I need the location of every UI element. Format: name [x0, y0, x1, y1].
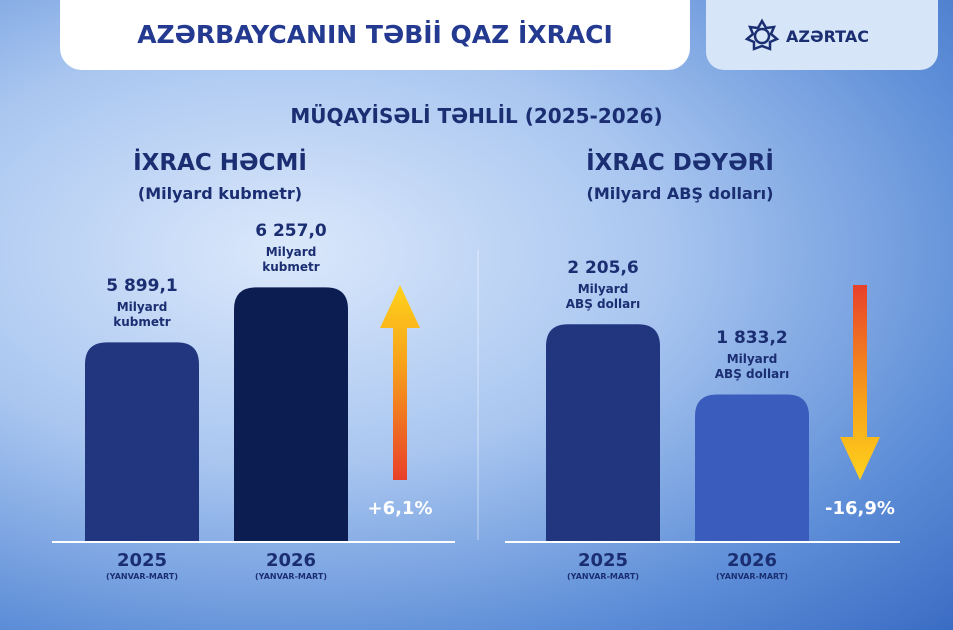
x-tick-label: 2026	[265, 550, 317, 571]
chart-title: İXRAC DƏYƏRİ	[586, 150, 774, 176]
value-label: 1 833,2	[716, 328, 788, 349]
value-unit: Milyard kubmetr	[113, 300, 171, 330]
change-label: -16,9%	[825, 498, 895, 519]
logo-icon	[744, 18, 780, 51]
value-unit: Milyard ABŞ dolları	[565, 282, 641, 312]
change-arrow	[380, 285, 420, 480]
bar	[695, 394, 809, 542]
x-tick-label: 2025	[577, 550, 629, 571]
change-arrow	[840, 285, 880, 480]
header-box	[60, 0, 690, 70]
bar	[546, 324, 660, 542]
x-tick-label: 2026	[726, 550, 778, 571]
value-label: 5 899,1	[106, 276, 178, 297]
value-label-group: 6 257,0 Milyard kubmetr	[231, 221, 351, 275]
x-tick-note: (YANVAR-MART)	[106, 572, 178, 581]
bar	[234, 287, 348, 542]
x-tick-note: (YANVAR-MART)	[255, 572, 327, 581]
x-tick-label: 2025	[116, 550, 168, 571]
value-unit: Milyard ABŞ dolları	[714, 352, 790, 382]
x-tick-note: (YANVAR-MART)	[716, 572, 788, 581]
value-label: 6 257,0	[255, 221, 327, 242]
change-label: +6,1%	[367, 498, 433, 519]
logo-text: AZƏRTAC	[786, 27, 869, 46]
value-label-group: 2 205,6 Milyard ABŞ dolları	[543, 258, 663, 312]
value-label: 2 205,6	[567, 258, 639, 279]
chart-subtitle: (Milyard ABŞ dolları)	[586, 184, 774, 203]
subtitle: MÜQAYİSƏLİ TƏHLİL (2025-2026)	[290, 104, 663, 128]
value-unit: Milyard kubmetr	[262, 245, 320, 275]
bar	[85, 342, 199, 542]
value-label-group: 1 833,2 Milyard ABŞ dolları	[692, 328, 812, 382]
x-tick-note: (YANVAR-MART)	[567, 572, 639, 581]
chart-title: İXRAC HƏCMİ	[133, 150, 307, 176]
header-title: AZƏRBAYCANIN TƏBİİ QAZ İXRACI	[137, 20, 613, 49]
logo-box	[706, 0, 938, 70]
value-label-group: 5 899,1 Milyard kubmetr	[82, 276, 202, 330]
chart-subtitle: (Milyard kubmetr)	[137, 184, 303, 203]
